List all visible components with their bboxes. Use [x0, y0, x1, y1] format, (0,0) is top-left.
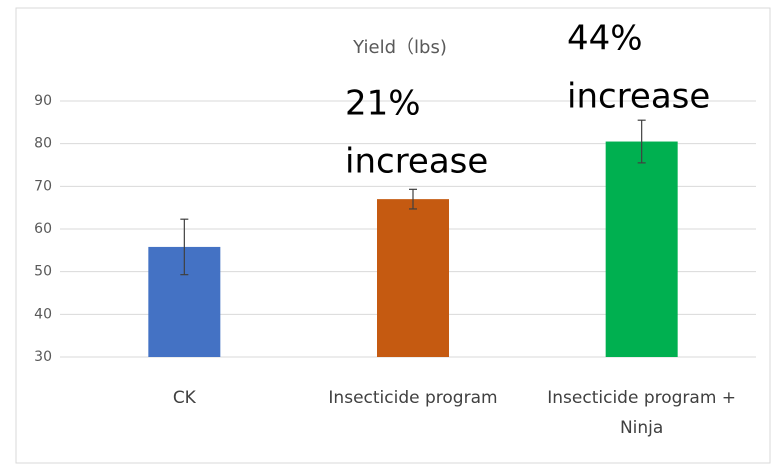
bar [377, 199, 449, 357]
x-tick-label: Insecticide program [328, 388, 498, 408]
annotation: 21% [345, 84, 421, 124]
y-tick-label: 70 [34, 178, 52, 194]
y-tick-label: 40 [34, 306, 52, 322]
x-tick-label: Insecticide program + Ninja [547, 388, 737, 438]
error-bar [637, 119, 646, 164]
error-bar [409, 188, 417, 210]
chart-title: Yield（lbs) [352, 37, 447, 58]
annotation: increase [345, 142, 488, 182]
y-tick-label: 90 [34, 93, 52, 109]
x-tick-label: CK [172, 388, 196, 408]
bar [605, 141, 678, 357]
annotation: 44% [567, 19, 643, 59]
y-tick-label: 80 [34, 136, 52, 152]
y-tick-label: 30 [34, 349, 52, 365]
annotation: increase [567, 77, 710, 117]
y-tick-label: 60 [34, 221, 52, 237]
error-bar [180, 218, 189, 276]
y-tick-label: 50 [34, 264, 52, 280]
